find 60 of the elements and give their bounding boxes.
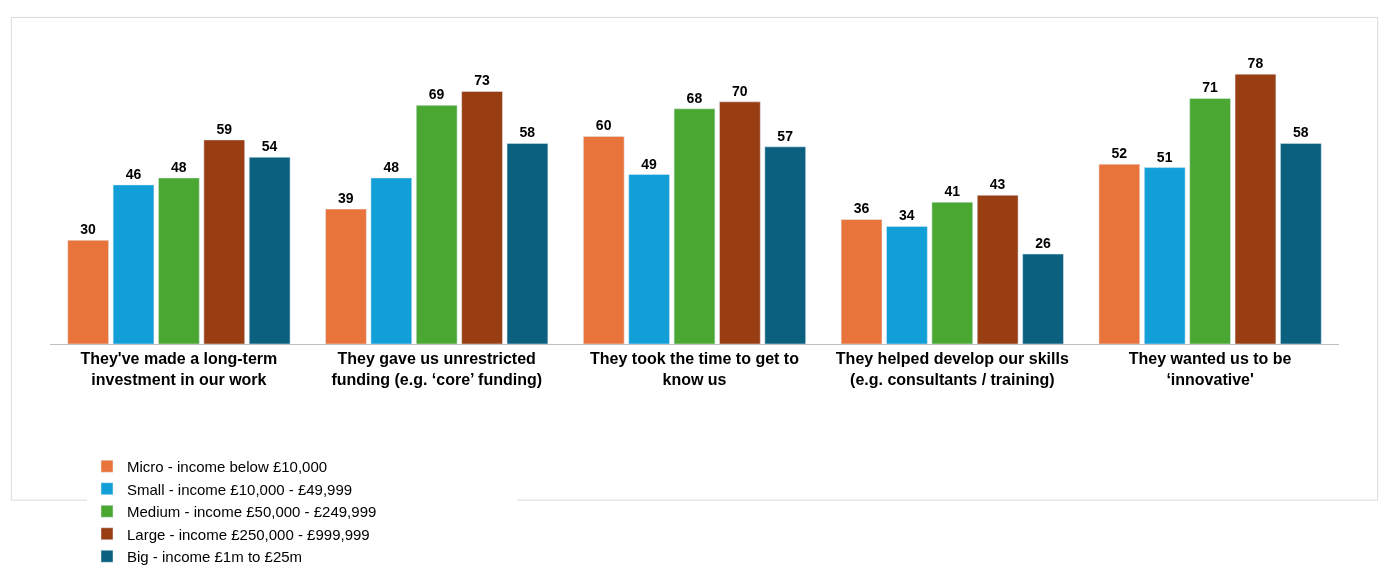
bar: [158, 177, 200, 344]
data-label: 69: [428, 86, 445, 103]
data-label: 43: [989, 176, 1006, 193]
x-tick-label: They helped develop our skills (e.g. consultants / training): [835, 350, 1069, 388]
data-label: 71: [1202, 79, 1218, 96]
bar: [719, 101, 761, 344]
data-label: 78: [1247, 55, 1264, 72]
data-label: 60: [595, 117, 612, 134]
bar: [370, 177, 412, 344]
x-tick-label: They took the time to get to know us: [590, 350, 800, 388]
legend-label: Large - income £250,000 - £999,999: [127, 525, 370, 543]
data-label: 58: [1292, 124, 1309, 141]
x-tick-label: They wanted us to be ‘innovative': [1128, 350, 1292, 388]
bar: [628, 174, 670, 344]
bar: [203, 139, 245, 344]
bar: [67, 239, 109, 344]
bar: [1144, 167, 1186, 344]
x-tick-label: They gave us unrestricted funding (e.g. ‘core’ funding): [331, 350, 543, 388]
legend-label: Micro - income below £10,000: [127, 458, 328, 476]
legend-label: Medium - income £50,000 - £249,999: [127, 503, 377, 521]
bar: [840, 219, 883, 344]
x-tick-label: They've made a long-term investment in our work: [80, 350, 278, 388]
bar: [764, 146, 806, 344]
legend-label: Big - income £1m to £25m: [127, 548, 303, 566]
data-label: 46: [125, 165, 142, 182]
data-label: 34: [899, 207, 915, 224]
bar: [931, 201, 973, 344]
data-label: 48: [171, 158, 187, 175]
bar: [1234, 73, 1277, 344]
data-label: 59: [216, 120, 233, 137]
data-label: 68: [686, 89, 703, 106]
bar: [248, 156, 291, 344]
bar: [416, 105, 458, 344]
legend-label: Small - income £10,000 - £49,999: [127, 480, 353, 498]
bar: [583, 136, 625, 344]
bar: [112, 184, 155, 344]
data-label: 49: [641, 155, 658, 172]
data-label: 36: [853, 200, 870, 217]
data-label: 26: [1035, 235, 1051, 252]
data-label: 30: [80, 221, 97, 238]
bar: [325, 208, 367, 344]
bar: [1098, 163, 1141, 344]
data-label: 41: [944, 183, 961, 200]
data-label: 54: [261, 138, 278, 155]
data-label: 70: [731, 82, 748, 99]
bar: [886, 226, 928, 344]
bar: [506, 143, 549, 344]
data-label: 73: [474, 72, 490, 89]
data-label: 57: [777, 127, 794, 144]
data-label: 39: [338, 190, 354, 207]
data-label: 51: [1156, 148, 1173, 165]
bar: [461, 91, 503, 344]
bar: [1280, 143, 1322, 344]
bar: [1022, 253, 1064, 344]
bar: [977, 195, 1019, 344]
data-label: 48: [383, 158, 400, 175]
data-label: 58: [519, 124, 536, 141]
bar: [1189, 98, 1231, 344]
bar: [673, 108, 716, 344]
data-label: 52: [1111, 145, 1128, 162]
